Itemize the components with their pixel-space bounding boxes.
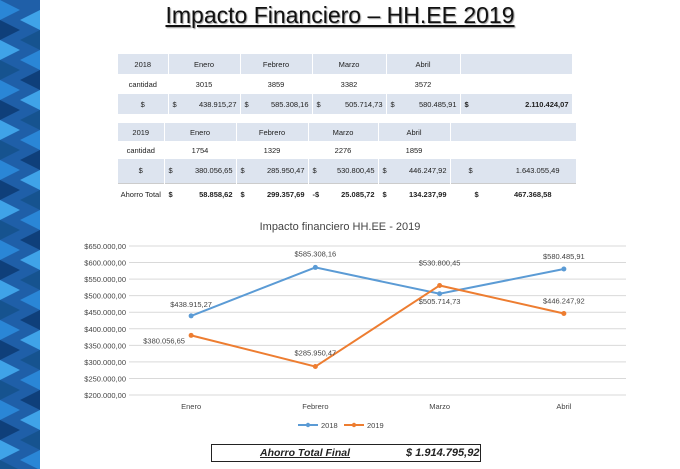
- y-tick-label: $300.000,00: [84, 358, 126, 367]
- chart-title: Impacto financiero HH.EE - 2019: [259, 221, 421, 233]
- data-label: $585.308,16: [295, 249, 337, 258]
- x-tick-label: Marzo: [429, 402, 450, 411]
- amount-cell: 446.247,92: [408, 166, 447, 176]
- data-label: $380.056,65: [143, 336, 185, 345]
- data-label: $285.950,47: [295, 349, 337, 358]
- savings-total-cell: 467.368,58: [513, 190, 552, 199]
- table-2019: 2019 Enero Febrero Marzo Abril cantidad …: [118, 123, 577, 206]
- qty-cell: 3015: [168, 74, 241, 94]
- total-cell: 1.643.055,49: [515, 166, 560, 176]
- legend-marker: [305, 422, 311, 428]
- data-point: [437, 291, 443, 297]
- x-tick-label: Abril: [556, 402, 571, 411]
- data-point: [561, 266, 567, 272]
- month-header: Marzo: [312, 54, 387, 74]
- data-label: $505.714,73: [419, 297, 461, 306]
- month-header: Abril: [378, 123, 451, 141]
- x-tick-label: Febrero: [302, 402, 328, 411]
- series-line-2018: [190, 266, 565, 317]
- decorative-stripe: [0, 0, 40, 469]
- data-label: $446.247,92: [543, 296, 585, 305]
- amount-cell: 580.485,91: [418, 99, 457, 109]
- series-line-2019: [190, 284, 565, 368]
- amount-cell: 505.714,73: [344, 99, 383, 109]
- qty-cell: 2276: [308, 141, 379, 159]
- qty-cell: 1329: [236, 141, 309, 159]
- legend-label: 2019: [367, 421, 384, 430]
- amount-cell: 380.056,65: [194, 166, 233, 176]
- qty-cell: 3572: [386, 74, 461, 94]
- legend-label: 2018: [321, 421, 338, 430]
- data-point: [312, 364, 318, 370]
- y-tick-label: $550.000,00: [84, 275, 126, 284]
- y-tick-label: $500.000,00: [84, 292, 126, 301]
- y-tick-label: $350.000,00: [84, 341, 126, 350]
- data-point: [188, 332, 194, 338]
- data-point: [188, 313, 194, 319]
- table-2018: 2018 Enero Febrero Marzo Abril cantidad …: [118, 54, 573, 114]
- legend-marker: [351, 422, 357, 428]
- table-2019-header-row: 2019 Enero Febrero Marzo Abril: [118, 123, 577, 141]
- y-tick-label: $250.000,00: [84, 374, 126, 383]
- year-label: 2018: [118, 54, 169, 74]
- amount-cell: 438.915,27: [198, 99, 237, 109]
- table-2019-amount-row: $ $380.056,65 $285.950,47 $530.800,45 $4…: [118, 159, 577, 183]
- amount-cell: 530.800,45: [336, 166, 375, 176]
- currency-label: $: [118, 94, 169, 114]
- qty-label: cantidad: [118, 74, 169, 94]
- savings-label: Ahorro Total: [118, 182, 165, 206]
- x-tick-label: Enero: [181, 402, 201, 411]
- qty-cell: 1754: [164, 141, 237, 159]
- table-2018-header-row: 2018 Enero Febrero Marzo Abril: [118, 54, 573, 74]
- data-label: $580.485,91: [543, 252, 585, 261]
- savings-cell: 299.357,69: [266, 190, 305, 199]
- data-point: [437, 282, 443, 288]
- data-point: [561, 310, 567, 316]
- qty-cell: 3382: [312, 74, 387, 94]
- qty-label: cantidad: [118, 141, 165, 159]
- final-savings-box: Ahorro Total Final $ 1.914.795,92: [211, 444, 481, 462]
- data-label: $530.800,45: [419, 258, 461, 267]
- table-2019-savings-row: Ahorro Total $58.858,62 $299.357,69 -$ 25…: [118, 182, 577, 206]
- final-savings-value: $ 1.914.795,92: [406, 447, 480, 459]
- table-2018-qty-row: cantidad 3015 3859 3382 3572: [118, 74, 573, 94]
- month-header: Marzo: [308, 123, 379, 141]
- y-tick-label: $400.000,00: [84, 325, 126, 334]
- final-savings-label: Ahorro Total Final: [260, 447, 351, 459]
- data-point: [312, 264, 318, 270]
- month-header: Abril: [386, 54, 461, 74]
- amount-cell: 585.308,16: [270, 99, 309, 109]
- table-2019-qty-row: cantidad 1754 1329 2276 1859: [118, 141, 577, 159]
- month-header: Febrero: [240, 54, 313, 74]
- amount-cell: 285.950,47: [266, 166, 305, 176]
- savings-cell: 25.085,72: [341, 190, 375, 199]
- savings-cell: 58.858,62: [199, 190, 233, 199]
- y-tick-label: $200.000,00: [84, 391, 126, 400]
- y-tick-label: $650.000,00: [84, 242, 126, 251]
- month-header: Enero: [164, 123, 237, 141]
- y-tick-label: $450.000,00: [84, 308, 126, 317]
- qty-cell: 1859: [378, 141, 451, 159]
- year-label: 2019: [118, 123, 165, 141]
- total-cell: 2.110.424,07: [525, 99, 569, 109]
- qty-cell: 3859: [240, 74, 313, 94]
- page-title: Impacto Financiero – HH.EE 2019: [165, 2, 515, 28]
- data-label: $438.915,27: [170, 300, 212, 309]
- table-2018-amount-row: $ $438.915,27 $585.308,16 $505.714,73 $5…: [118, 94, 573, 114]
- y-tick-label: $600.000,00: [84, 259, 126, 268]
- currency-label: $: [118, 159, 165, 183]
- month-header: Enero: [168, 54, 241, 74]
- savings-cell: 134.237,99: [408, 190, 447, 199]
- month-header: Febrero: [236, 123, 309, 141]
